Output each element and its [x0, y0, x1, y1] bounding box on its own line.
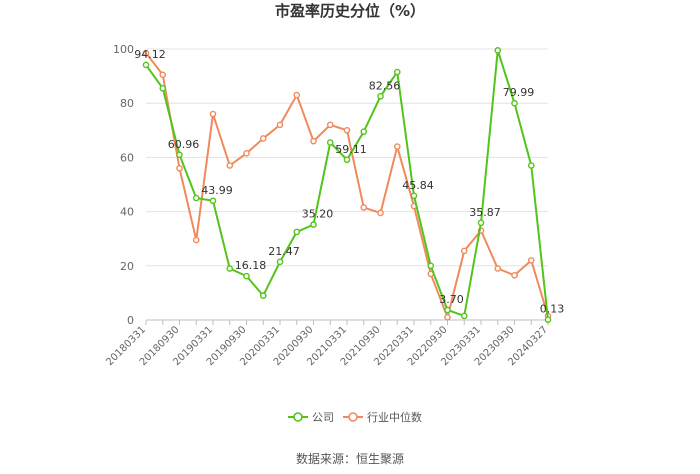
- data-point: [511, 271, 518, 279]
- x-axis: 2018033120180930201903312019093020200331…: [104, 319, 550, 368]
- data-point: [393, 143, 401, 150]
- y-tick-label: 100: [113, 43, 134, 56]
- data-point: [259, 135, 267, 142]
- data-point: [494, 265, 502, 272]
- y-tick-label: 60: [120, 151, 134, 164]
- data-point: [544, 316, 552, 323]
- data-point: [427, 262, 435, 270]
- data-point: [209, 197, 217, 205]
- y-axis: 0 20 40 60 80 100: [113, 43, 134, 327]
- data-label: 60.96: [168, 138, 200, 151]
- data-label: 94.12: [134, 48, 166, 61]
- data-label: 21.47: [268, 245, 300, 258]
- data-label: 79.99: [503, 86, 535, 99]
- data-point: [326, 121, 334, 129]
- y-tick-label: 20: [120, 260, 134, 273]
- legend-swatch-marker: [348, 412, 358, 422]
- data-label: 35.20: [302, 208, 334, 221]
- data-point: [494, 47, 502, 54]
- legend-item-industry-median[interactable]: 行业中位数: [343, 410, 422, 424]
- data-point: [159, 84, 167, 92]
- data-point: [326, 139, 334, 146]
- data-point: [444, 306, 451, 314]
- source-note: 数据来源：恒生聚源: [296, 451, 404, 466]
- data-point: [293, 91, 301, 99]
- y-tick-label: 0: [127, 314, 134, 327]
- data-point: [511, 99, 518, 107]
- legend-label: 公司: [312, 411, 334, 424]
- data-point: [410, 192, 418, 200]
- data-point: [176, 151, 183, 159]
- legend-item-company[interactable]: 公司: [288, 411, 334, 424]
- data-point: [527, 162, 535, 169]
- data-point: [393, 68, 401, 76]
- data-point: [243, 272, 250, 280]
- data-point: [243, 150, 250, 157]
- data-point: [460, 312, 468, 320]
- data-point: [310, 221, 317, 228]
- data-label: 16.18: [235, 259, 267, 272]
- data-point: [444, 313, 451, 321]
- data-point: [142, 49, 150, 57]
- data-point: [276, 258, 284, 266]
- legend-label: 行业中位数: [367, 410, 422, 424]
- data-point: [360, 204, 368, 211]
- chart-title: 市盈率历史分位（%）: [275, 2, 425, 20]
- data-point: [159, 71, 167, 79]
- data-label: 43.99: [201, 184, 233, 197]
- data-point: [192, 194, 200, 202]
- series-layer: [142, 47, 552, 323]
- data-point: [142, 61, 150, 69]
- data-point: [310, 137, 317, 145]
- data-point: [192, 236, 200, 244]
- y-tick-label: 40: [120, 206, 134, 219]
- data-label: 35.87: [469, 206, 501, 219]
- data-point: [377, 92, 384, 100]
- legend-swatch-marker: [293, 412, 303, 422]
- data-point: [343, 156, 351, 164]
- data-point: [276, 121, 284, 129]
- data-point: [360, 128, 368, 135]
- data-label: 3.70: [439, 293, 464, 306]
- data-point: [226, 162, 234, 169]
- legend[interactable]: 公司 行业中位数: [288, 410, 422, 424]
- data-point: [477, 219, 485, 227]
- data-point: [293, 228, 301, 236]
- data-label: 0.13: [540, 303, 565, 316]
- data-point: [460, 247, 468, 255]
- data-point: [377, 209, 384, 217]
- data-label: 82.56: [369, 79, 401, 92]
- data-point: [259, 292, 267, 299]
- data-point: [209, 110, 217, 118]
- y-tick-label: 80: [120, 97, 134, 110]
- data-point: [226, 265, 234, 272]
- data-label: 59.11: [335, 143, 367, 156]
- data-point: [343, 127, 351, 134]
- data-label: 45.84: [402, 179, 434, 192]
- data-point: [527, 257, 535, 264]
- data-point: [176, 164, 183, 172]
